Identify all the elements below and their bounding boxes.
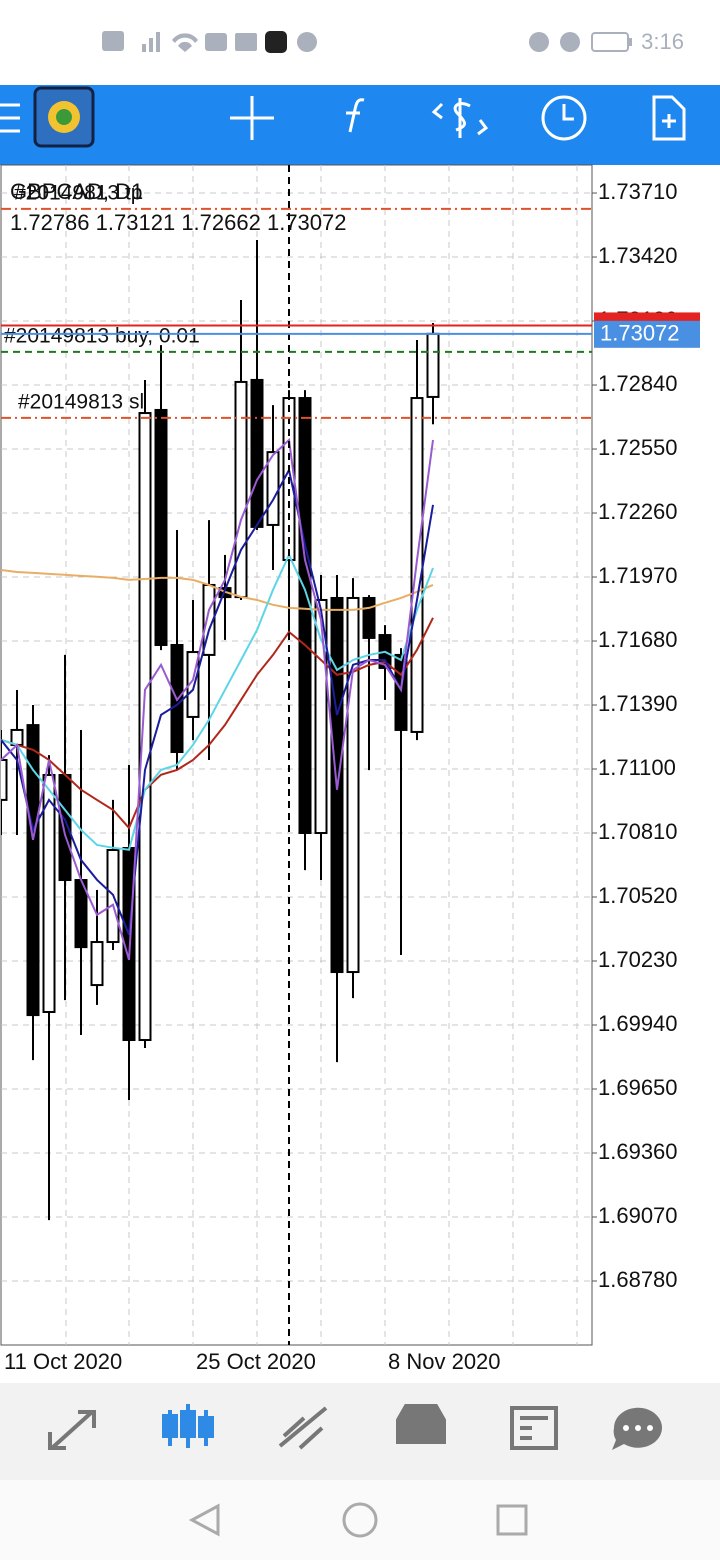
ma-line (1, 467, 434, 936)
candle-body (250, 378, 264, 528)
ohlc-high: 1.73121 (96, 210, 176, 235)
bid-label-box (594, 320, 700, 348)
chat-tab[interactable] (612, 1407, 662, 1450)
system-nav-buttons (188, 1502, 528, 1538)
x-tick-label: 11 Oct 2020 (4, 1349, 122, 1374)
chart-tab[interactable] (162, 1404, 214, 1448)
candle-body (42, 773, 56, 1013)
y-tick-label: 1.73420 (598, 243, 678, 268)
clock: 3:16 (641, 29, 684, 54)
y-tick-label: 1.69650 (598, 1075, 678, 1100)
ohlc-close: 1.73072 (267, 210, 347, 235)
candle-body (138, 412, 152, 1042)
menu-button[interactable] (0, 103, 20, 133)
status-icons (102, 31, 632, 53)
candle-body (266, 451, 280, 526)
y-tick-label: 1.71970 (598, 563, 678, 588)
candle-body (26, 724, 40, 1017)
y-tick-label: 1.72550 (598, 435, 678, 460)
ma-line (1, 617, 434, 830)
home-button[interactable] (342, 1502, 378, 1538)
y-tick-label: 1.70230 (598, 947, 678, 972)
y-tick-label: 1.69070 (598, 1203, 678, 1228)
ohlc-low: 1.72662 (181, 210, 261, 235)
chart-title: GBPCAD, D1 (10, 179, 143, 204)
candle-body (314, 598, 328, 835)
candle-body (1, 758, 8, 801)
new-order-button[interactable] (652, 95, 686, 141)
trade-level-label: #20149813 sl (18, 390, 144, 413)
news-tab[interactable] (510, 1406, 558, 1450)
y-tick-label: 1.70810 (598, 819, 678, 844)
candle-body (426, 332, 440, 398)
y-tick-label: 1.68780 (598, 1267, 678, 1292)
y-tick-label: 1.71680 (598, 627, 678, 652)
trade-level-label: #20149813 buy, 0.01 (4, 324, 200, 347)
history-button[interactable] (541, 95, 587, 141)
y-tick-label: 1.71100 (598, 755, 676, 780)
plot-area (0, 164, 593, 1346)
candle-body (346, 596, 360, 974)
y-tick-label: 1.72260 (598, 499, 678, 524)
quotes-tab[interactable] (48, 1410, 96, 1450)
candle-body (154, 408, 168, 646)
crosshair-button[interactable] (230, 96, 274, 140)
toolbar (0, 85, 720, 165)
y-tick-label: 1.72840 (598, 371, 678, 396)
indicators-button[interactable] (346, 98, 365, 133)
ohlc-readout: 1.72786 1.73121 1.72662 1.73072 (10, 210, 347, 235)
history-tab[interactable] (396, 1404, 446, 1444)
trade-level-label: #20149813 tp (14, 181, 142, 204)
candle-body (90, 941, 104, 987)
x-tick-label: 8 Nov 2020 (388, 1349, 501, 1374)
candle-body (234, 380, 248, 599)
candle-body (186, 651, 200, 718)
ma-line (1, 437, 434, 961)
recents-button[interactable] (496, 1504, 528, 1536)
y-tick-label: 1.69360 (598, 1139, 678, 1164)
ohlc-open: 1.72786 (10, 210, 90, 235)
candle-body (362, 596, 376, 639)
y-tick-label: 1.69940 (598, 1011, 678, 1036)
system-nav (0, 1480, 720, 1560)
candle-body (298, 397, 312, 835)
bid-label: 1.73072 (600, 321, 680, 346)
back-button[interactable] (188, 1503, 220, 1537)
toolbar-icons (0, 86, 686, 148)
y-tick-label: 1.71390 (598, 691, 678, 716)
trade-tab[interactable] (278, 1406, 328, 1450)
y-tick-label: 1.70520 (598, 883, 678, 908)
y-tick-label: 1.73710 (598, 179, 678, 204)
app-icon[interactable] (33, 86, 95, 148)
candle-body (394, 653, 408, 731)
ma-line (1, 568, 434, 611)
x-tick-label: 25 Oct 2020 (196, 1349, 316, 1374)
ma-line (1, 552, 434, 851)
trade-button[interactable] (431, 98, 489, 138)
bottom-nav (0, 1383, 720, 1480)
vertical-grid (65, 165, 578, 1345)
bottom-nav-icons (48, 1404, 662, 1450)
